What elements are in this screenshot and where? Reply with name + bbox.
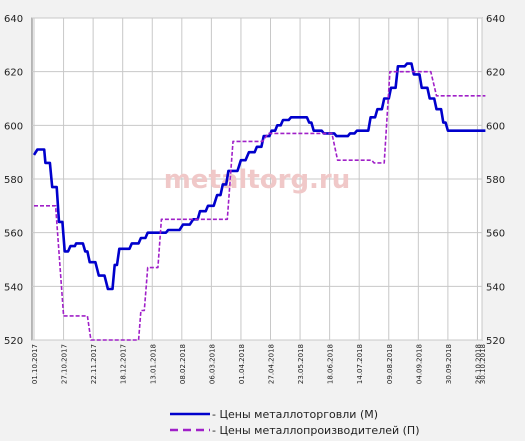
x-tick-label: 14.07.2018: [356, 344, 364, 384]
series-line-1: [32, 62, 486, 291]
y-tick-label-right: 520: [486, 336, 505, 347]
x-tick-label: 18.06.2018: [327, 344, 335, 384]
y-tick-label-left: 560: [4, 229, 23, 240]
y-tick-label-left: 640: [4, 14, 23, 25]
legend: - Цены металлоторговли (М) - Цены металло…: [170, 408, 420, 437]
y-axis-left: 520 540 560 580 600 620 640: [4, 14, 23, 347]
x-tick-label: 06.03.2018: [208, 344, 216, 384]
y-tick-label-right: 580: [486, 175, 505, 186]
y-tick-label-right: 620: [486, 68, 505, 79]
x-tick-label: 08.02.2018: [179, 344, 187, 384]
x-tick-label: 04.09.2018: [415, 344, 423, 384]
y-tick-label-left: 540: [4, 282, 23, 293]
y-tick-label-left: 520: [4, 336, 23, 347]
watermark: metaltorg.ru: [164, 165, 351, 195]
x-tick-label: 09.08.2018: [386, 344, 394, 384]
x-tick-label: 23.05.2018: [297, 344, 305, 384]
x-tick-label: 01.10.2017: [31, 344, 39, 384]
x-tick-label: 01.04.2018: [238, 344, 246, 384]
x-tick-label: 30.10.2018: [479, 344, 487, 384]
x-tick-label: 22.11.2017: [90, 344, 98, 384]
legend-label-1: - Цены металлоторговли (М): [212, 408, 378, 421]
series-layer: [32, 62, 486, 341]
x-tick-label: 27.04.2018: [268, 344, 276, 384]
x-tick-label: 30.09.2018: [445, 344, 453, 384]
x-tick-label: 13.01.2018: [149, 344, 157, 384]
x-tick-label: 26.10.2018: [474, 344, 482, 384]
y-tick-label-right: 600: [486, 121, 505, 132]
x-axis: 01.10.2017 27.10.2017 22.11.2017 18.12.2017…: [31, 344, 487, 384]
x-tick-label: 27.10.2017: [61, 344, 69, 384]
y-tick-label-right: 640: [486, 14, 505, 25]
series-line-2: [34, 70, 486, 341]
y-tick-label-left: 580: [4, 175, 23, 186]
y-axis-right: 520 540 560 580 600 620 640: [486, 14, 505, 347]
legend-label-2: - Цены металлопроизводителей (П): [212, 424, 420, 437]
y-tick-label-right: 540: [486, 282, 505, 293]
y-tick-label-left: 600: [4, 121, 23, 132]
x-tick-label: 18.12.2017: [120, 344, 128, 384]
y-tick-label-left: 620: [4, 68, 23, 79]
y-tick-label-right: 560: [486, 229, 505, 240]
